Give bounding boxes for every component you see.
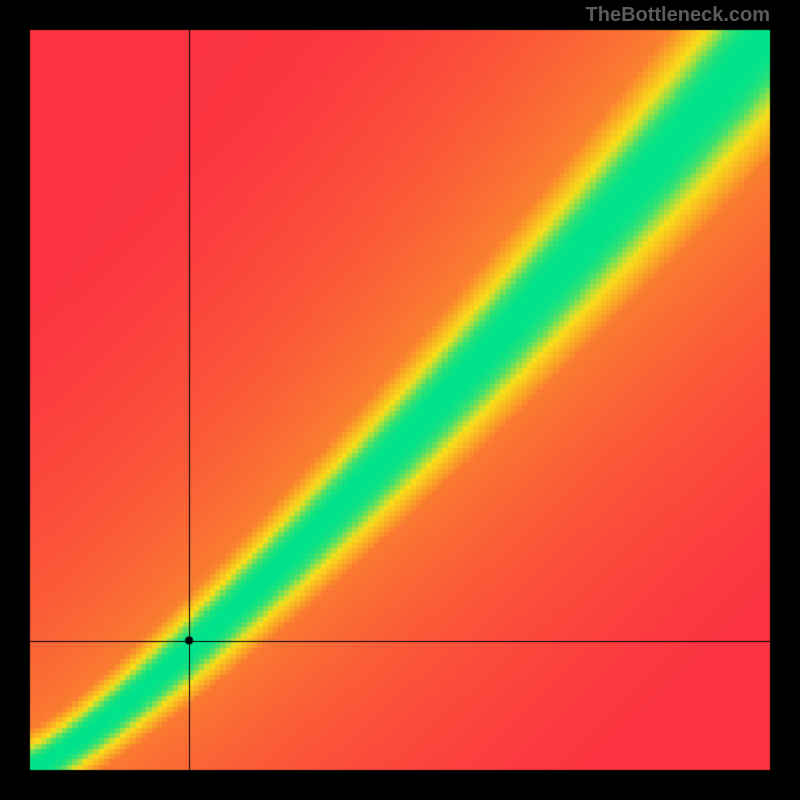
bottleneck-heatmap bbox=[0, 0, 800, 800]
attribution-text: TheBottleneck.com bbox=[586, 4, 770, 27]
